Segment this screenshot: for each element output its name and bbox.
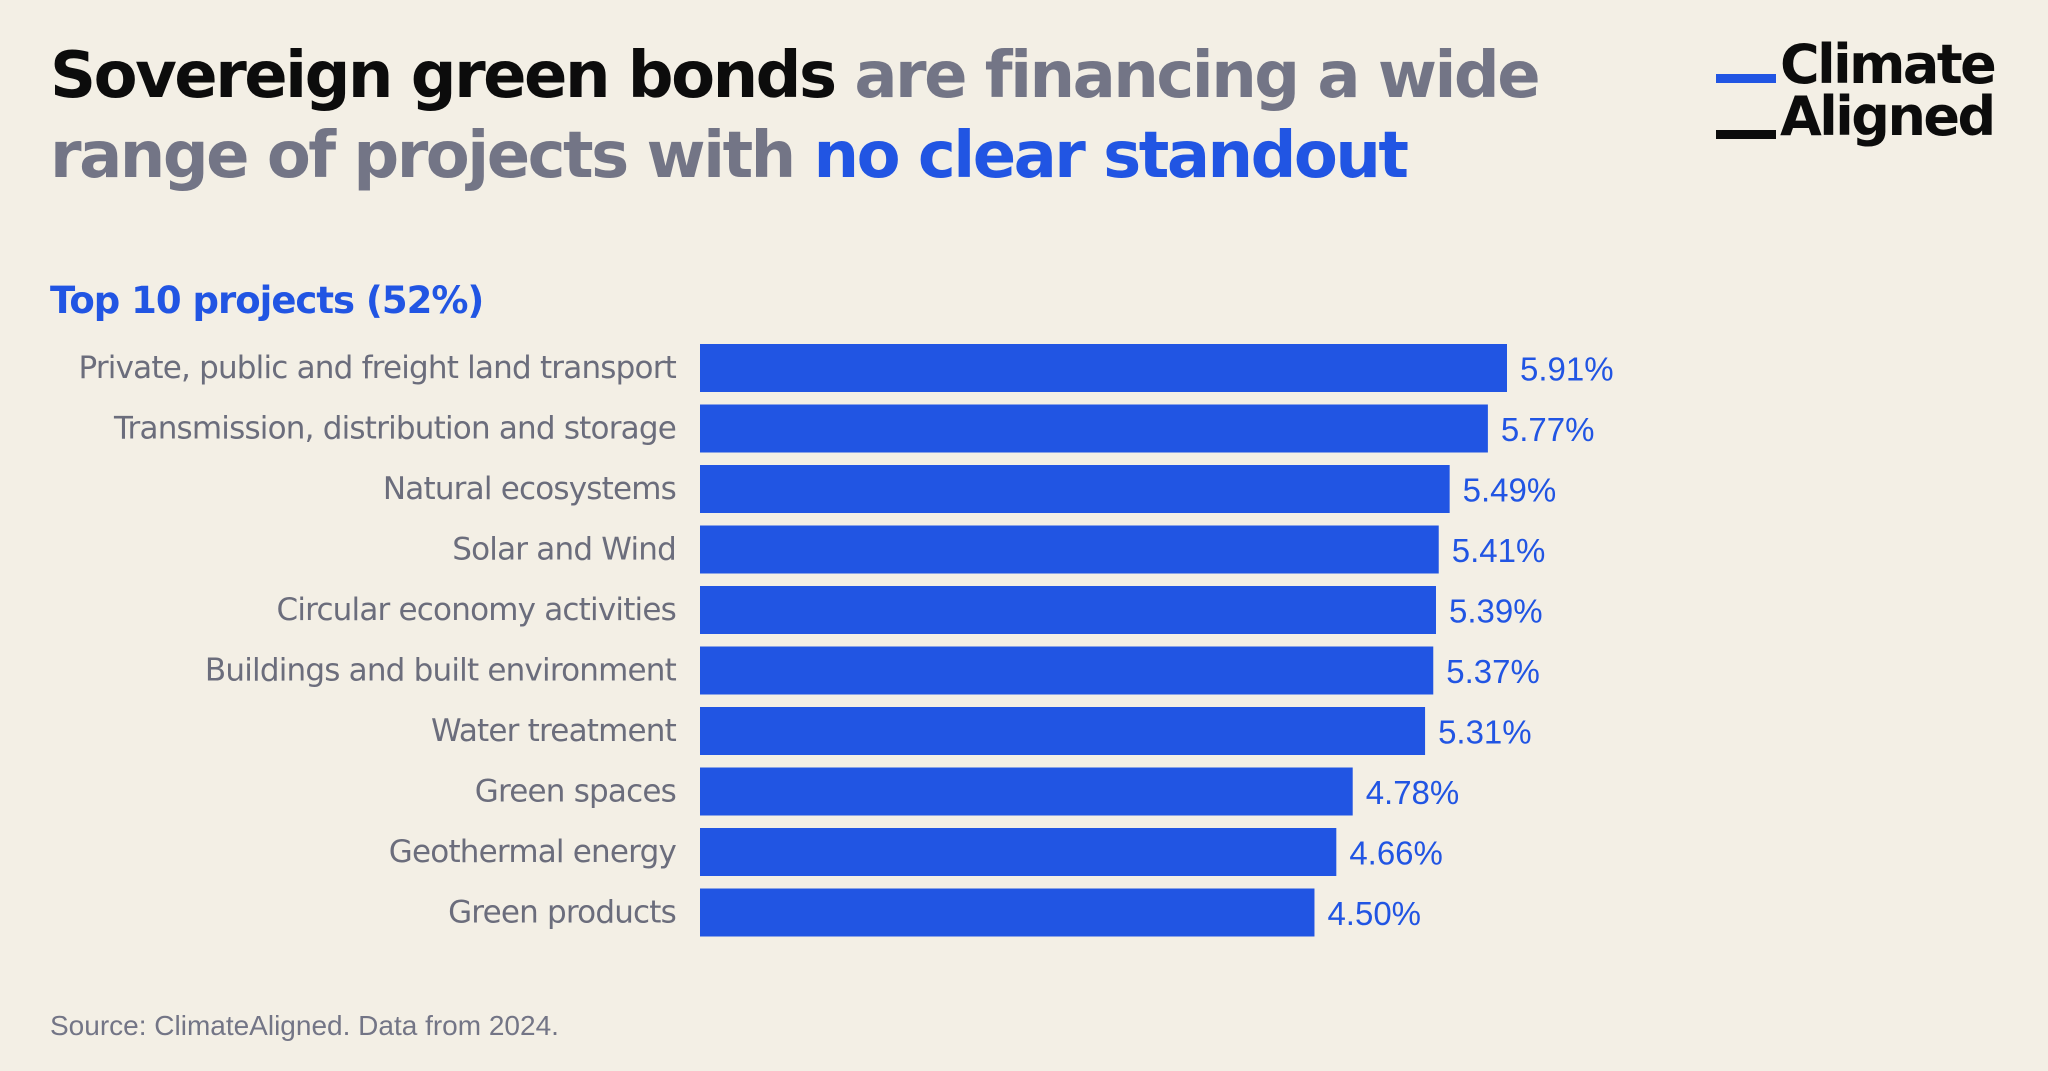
bar — [700, 465, 1450, 513]
headline-middle: are financing a wide range of projects w… — [50, 39, 1541, 193]
value-label: 4.50% — [1327, 895, 1421, 932]
value-label: 4.66% — [1349, 835, 1443, 872]
category-label: Water treatment — [431, 713, 677, 749]
bar — [700, 525, 1439, 574]
logo-black-bar — [1716, 130, 1776, 139]
logo-text-climate: Climate — [1780, 33, 1997, 96]
bar — [700, 888, 1315, 937]
category-label: Green spaces — [475, 774, 676, 810]
chart-title: Top 10 projects (52%) — [50, 279, 484, 322]
category-label: Private, public and freight land transpo… — [78, 350, 676, 386]
value-label: 5.31% — [1438, 714, 1532, 751]
bar — [700, 586, 1436, 634]
category-label: Solar and Wind — [452, 532, 676, 568]
bar — [700, 707, 1426, 755]
value-label: 5.39% — [1449, 593, 1543, 630]
category-label: Buildings and built environment — [205, 653, 677, 689]
bar — [700, 646, 1434, 695]
bar — [700, 767, 1353, 816]
value-label: 5.49% — [1463, 472, 1557, 509]
category-label: Circular economy activities — [277, 592, 676, 628]
value-label: 5.91% — [1520, 351, 1614, 388]
headline-highlight: no clear standout — [813, 119, 1410, 193]
category-label: Transmission, distribution and storage — [113, 411, 676, 447]
bar — [700, 828, 1337, 876]
category-label: Geothermal energy — [389, 834, 677, 870]
logo-blue-bar — [1716, 74, 1776, 83]
category-label: Green products — [448, 895, 676, 931]
bar — [700, 344, 1507, 392]
category-label: Natural ecosystems — [383, 471, 676, 507]
value-label: 5.77% — [1501, 411, 1595, 448]
bar — [700, 404, 1488, 453]
headline: Sovereign green bonds are financing a wi… — [50, 36, 1690, 196]
value-label: 4.78% — [1366, 774, 1460, 811]
climate-aligned-logo: Climate Aligned — [1716, 36, 2016, 156]
value-label: 5.41% — [1452, 532, 1546, 569]
headline-emphasis: Sovereign green bonds — [50, 39, 837, 113]
logo-text-aligned: Aligned — [1780, 85, 1996, 148]
source-note: Source: ClimateAligned. Data from 2024. — [50, 1010, 559, 1041]
value-label: 5.37% — [1446, 653, 1540, 690]
